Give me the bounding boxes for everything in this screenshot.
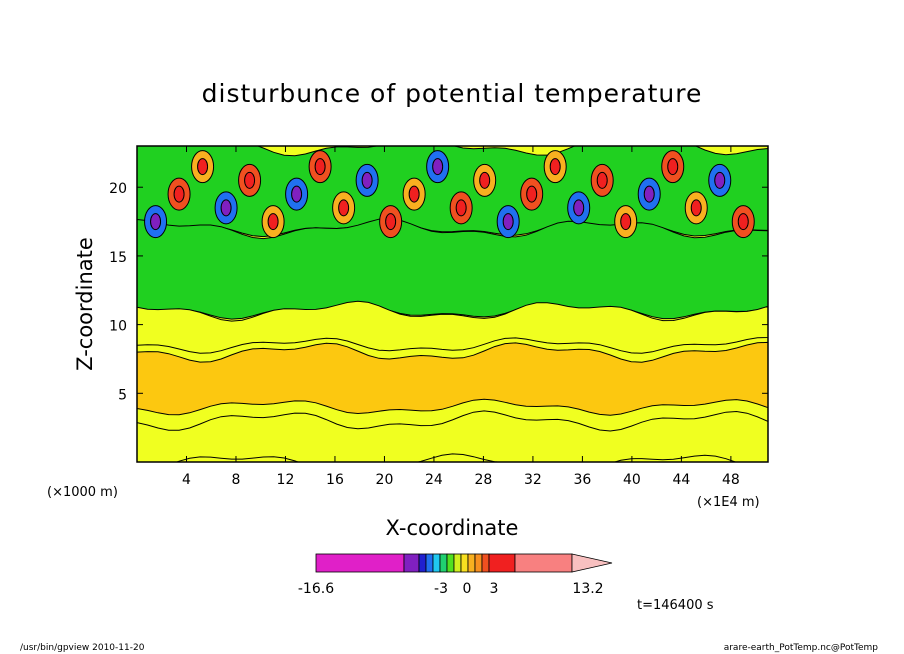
contour-cell-core bbox=[455, 199, 467, 217]
contour-band bbox=[137, 341, 768, 416]
x-tick-label: 40 bbox=[623, 472, 641, 488]
colorbar-tick-labels: -16.6 -3 0 3 13.2 bbox=[298, 581, 604, 597]
plot-frame bbox=[136, 145, 769, 463]
contour-cell-core bbox=[267, 213, 279, 231]
colorbar-segment bbox=[439, 553, 448, 573]
colorbar-segment bbox=[403, 553, 420, 573]
y-tick-label: 5 bbox=[118, 387, 127, 403]
x-tick-label: 32 bbox=[524, 472, 542, 488]
contour-cell-core bbox=[244, 171, 256, 189]
contour-cell-core bbox=[150, 213, 162, 231]
colorbar-segment bbox=[418, 553, 427, 573]
colorbar-segment bbox=[514, 553, 573, 573]
y-tick-label: 10 bbox=[109, 319, 127, 335]
contour-band bbox=[137, 217, 768, 320]
x-unit-left: (×1000 m) bbox=[47, 485, 118, 500]
colorbar-segment bbox=[453, 553, 462, 573]
x-tick-label: 36 bbox=[573, 472, 591, 488]
contour-cell-core bbox=[220, 199, 232, 217]
colorbar-segment bbox=[315, 553, 405, 573]
colorbar-segment bbox=[467, 553, 476, 573]
y-tick-label: 15 bbox=[109, 250, 127, 266]
contour-bands bbox=[137, 146, 768, 462]
colorbar-arrow bbox=[571, 553, 613, 573]
x-tick-label: 44 bbox=[672, 472, 690, 488]
contour-cell-core bbox=[432, 158, 444, 176]
contour-cell-core bbox=[620, 213, 632, 231]
x-tick-label: 20 bbox=[376, 472, 394, 488]
contour-cell-core bbox=[197, 158, 209, 176]
footer-left: /usr/bin/gpview 2010-11-20 bbox=[20, 643, 145, 653]
x-tick-label: 8 bbox=[232, 472, 241, 488]
colorbar-tick-label: 3 bbox=[490, 581, 499, 597]
footer-right: arare-earth_PotTemp.nc@PotTemp bbox=[724, 643, 879, 653]
contour-cell-core bbox=[549, 158, 561, 176]
contour-cell-core bbox=[314, 158, 326, 176]
contour-cell-core bbox=[714, 171, 726, 189]
colorbar-segment bbox=[446, 553, 455, 573]
y-tick-label: 20 bbox=[109, 181, 127, 197]
colorbar-segment bbox=[474, 553, 483, 573]
y-axis-label: Z-coordinate bbox=[73, 237, 97, 371]
contour-cell-core bbox=[338, 199, 350, 217]
colorbar-tick-label: -3 bbox=[434, 581, 448, 597]
contour-cell-core bbox=[690, 199, 702, 217]
x-tick-label: 24 bbox=[425, 472, 443, 488]
contour-cell-core bbox=[479, 171, 491, 189]
contour-cell-core bbox=[573, 199, 585, 217]
contour-band bbox=[137, 300, 768, 354]
colorbar-tick-label: 0 bbox=[463, 581, 472, 597]
x-unit-right: (×1E4 m) bbox=[697, 495, 760, 510]
x-tick-label: 4 bbox=[182, 472, 191, 488]
contour-cells bbox=[144, 150, 755, 239]
x-tick-label: 16 bbox=[326, 472, 344, 488]
x-tick-label: 12 bbox=[277, 472, 295, 488]
contour-cell-core bbox=[502, 213, 514, 231]
colorbar-segment bbox=[481, 553, 490, 573]
x-tick-label: 28 bbox=[475, 472, 493, 488]
contour-field bbox=[137, 146, 768, 462]
contour-cell-core bbox=[173, 185, 185, 203]
colorbar bbox=[315, 553, 613, 573]
contour-cell-core bbox=[596, 171, 608, 189]
contour-cell-core bbox=[643, 185, 655, 203]
contour-cell-core bbox=[385, 213, 397, 231]
colorbar-tick-label: 13.2 bbox=[572, 581, 603, 597]
x-axis: 4 8 12 16 20 24 28 32 36 40 44 48 bbox=[182, 146, 740, 488]
colorbar-segment bbox=[460, 553, 469, 573]
x-tick-label: 48 bbox=[722, 472, 740, 488]
contour-cell-core bbox=[408, 185, 420, 203]
contour-cell-core bbox=[737, 213, 749, 231]
colorbar-segment bbox=[425, 553, 434, 573]
contour-cell-core bbox=[526, 185, 538, 203]
contour-cell-core bbox=[361, 171, 373, 189]
time-label: t=146400 s bbox=[637, 598, 714, 613]
x-axis-label: X-coordinate bbox=[386, 516, 519, 540]
y-axis: 5 10 15 20 bbox=[109, 181, 768, 403]
colorbar-segment bbox=[488, 553, 516, 573]
colorbar-segment bbox=[432, 553, 441, 573]
contour-cell-core bbox=[667, 158, 679, 176]
contour-cell-core bbox=[291, 185, 303, 203]
chart-title: disturbunce of potential temperature bbox=[202, 79, 703, 108]
colorbar-tick-label: -16.6 bbox=[298, 581, 334, 597]
contour-band bbox=[137, 410, 768, 462]
